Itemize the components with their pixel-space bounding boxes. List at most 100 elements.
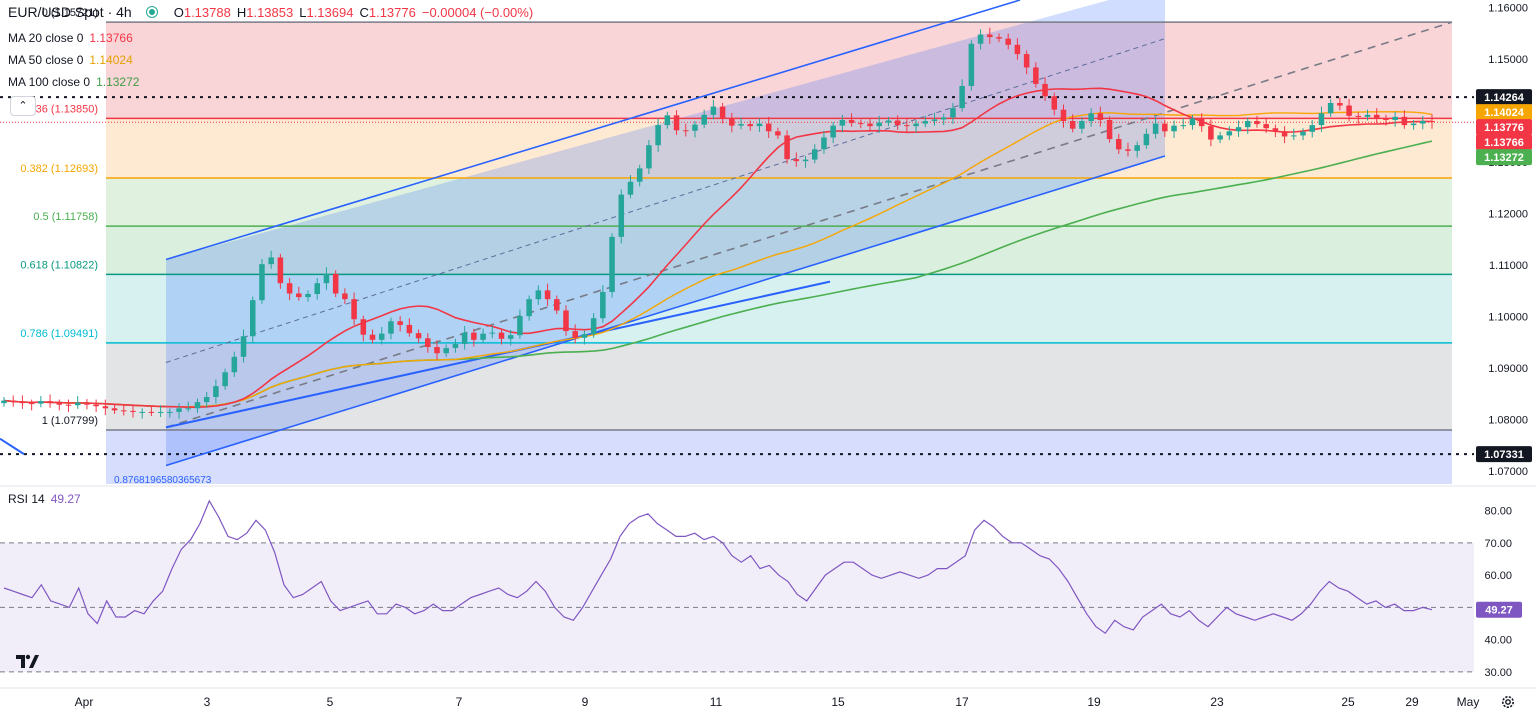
candle-body	[756, 123, 763, 127]
y-tick-label: 1.08000	[1488, 415, 1528, 427]
candle-body	[904, 125, 910, 127]
x-tick-label: 9	[582, 695, 589, 709]
candle-body	[121, 410, 127, 412]
candle-body	[609, 236, 615, 292]
candle-body	[848, 119, 855, 124]
candle-body	[830, 125, 836, 138]
y-tick-label: 1.11000	[1489, 260, 1528, 272]
ohlc-high: H1.13853	[236, 4, 294, 20]
candle-body	[858, 123, 864, 125]
price-label-text: 1.13272	[1484, 152, 1524, 164]
fib-label-0.618: 0.618 (1.10822)	[20, 259, 98, 271]
candle-body	[968, 43, 975, 86]
candle-body	[784, 135, 790, 160]
candle-body	[913, 123, 919, 127]
fib-zone-0.5	[106, 226, 1452, 275]
candle-body	[738, 124, 744, 126]
candle-body	[185, 408, 192, 410]
candle-body	[581, 334, 588, 338]
candle-body	[894, 120, 901, 126]
candle-body	[600, 291, 606, 319]
price-label-text: 1.14024	[1484, 107, 1525, 119]
ma20-legend[interactable]: MA 20 close 0 1.13766	[8, 31, 133, 45]
ma100-legend[interactable]: MA 100 close 0 1.13272	[8, 75, 140, 89]
candle-body	[876, 122, 882, 127]
candle-body	[332, 273, 339, 294]
candle-body	[360, 319, 367, 335]
fib-label-0.382: 0.382 (1.12693)	[20, 163, 98, 175]
candle-body	[646, 145, 652, 169]
candle-body	[277, 257, 284, 284]
rsi-value-text: 49.27	[1485, 605, 1513, 617]
candle-body	[1235, 127, 1242, 132]
candle-body	[821, 137, 827, 150]
price-label-text: 1.13766	[1484, 137, 1524, 149]
candle-body	[1300, 131, 1306, 136]
x-tick-label: 25	[1341, 695, 1355, 709]
candle-body	[130, 410, 136, 412]
fib-label-bottom: 0.8768196580365673	[114, 475, 212, 486]
fib-zone-1	[106, 429, 1452, 484]
candle-body	[1355, 115, 1362, 117]
rsi-legend[interactable]: RSI 14 49.27	[8, 492, 81, 506]
rsi-value-box	[1476, 601, 1522, 618]
tradingview-logo-icon[interactable]	[14, 650, 40, 672]
candle-body	[839, 119, 846, 126]
candle-body	[157, 411, 164, 413]
candle-body	[664, 115, 671, 126]
fib-label-0.236: 0.236 (1.13850)	[20, 103, 98, 115]
candle-body	[673, 115, 680, 131]
candle-body	[1364, 114, 1371, 117]
candle-body	[194, 402, 201, 409]
candle-body	[167, 411, 173, 413]
candle-body	[1244, 121, 1251, 128]
candle-body	[93, 404, 99, 407]
ma50-legend[interactable]: MA 50 close 0 1.14024	[8, 53, 133, 67]
channel-mid-line	[165, 38, 1166, 363]
fib-zone-0	[106, 22, 1452, 119]
candle-body	[102, 406, 109, 409]
market-status-icon	[145, 6, 158, 18]
price-label-box	[1476, 134, 1532, 151]
fib-label-0.5: 0.5 (1.11758)	[33, 211, 98, 223]
x-tick-label: 15	[831, 695, 845, 709]
candle-body	[1171, 125, 1177, 132]
candle-body	[1152, 123, 1159, 134]
candle-body	[517, 316, 523, 336]
candle-body	[19, 402, 26, 404]
candle-body	[240, 336, 247, 357]
candle-body	[1263, 124, 1269, 129]
trend-dashed-line	[165, 21, 1453, 429]
collapse-legend-button[interactable]: ⌃	[10, 96, 36, 116]
candle-body	[139, 411, 145, 413]
candle-body	[203, 396, 210, 403]
fib-label-0: 0 (1.15721)	[42, 7, 98, 19]
price-label-box	[1476, 119, 1532, 136]
candle-body	[222, 372, 228, 387]
candle-body	[378, 333, 385, 340]
x-tick-label: 23	[1210, 695, 1224, 709]
candle-body	[544, 290, 551, 300]
candle-body	[1134, 145, 1140, 151]
symbol-title[interactable]: EUR/USD Spot · 4h	[8, 4, 132, 20]
candle-body	[802, 159, 809, 162]
y-tick-label: 1.09000	[1488, 363, 1528, 375]
y-tick-label: 1.12000	[1488, 209, 1528, 221]
candle-body	[940, 117, 947, 120]
candle-body	[572, 331, 578, 338]
candle-body	[692, 124, 698, 131]
candle-body	[959, 85, 965, 109]
candle-body	[1042, 83, 1048, 97]
price-label-text: 1.13776	[1484, 122, 1524, 134]
price-label-text: 1.07331	[1484, 449, 1524, 461]
candle-body	[535, 290, 542, 300]
candle-body	[323, 273, 330, 284]
candle-body	[213, 386, 219, 397]
candle-body	[415, 333, 422, 339]
settings-gear-icon[interactable]	[1500, 694, 1516, 710]
candle-body	[176, 408, 182, 412]
candle-body	[314, 283, 321, 295]
ohlc-low: L1.13694	[299, 4, 354, 20]
candle-body	[526, 299, 532, 317]
